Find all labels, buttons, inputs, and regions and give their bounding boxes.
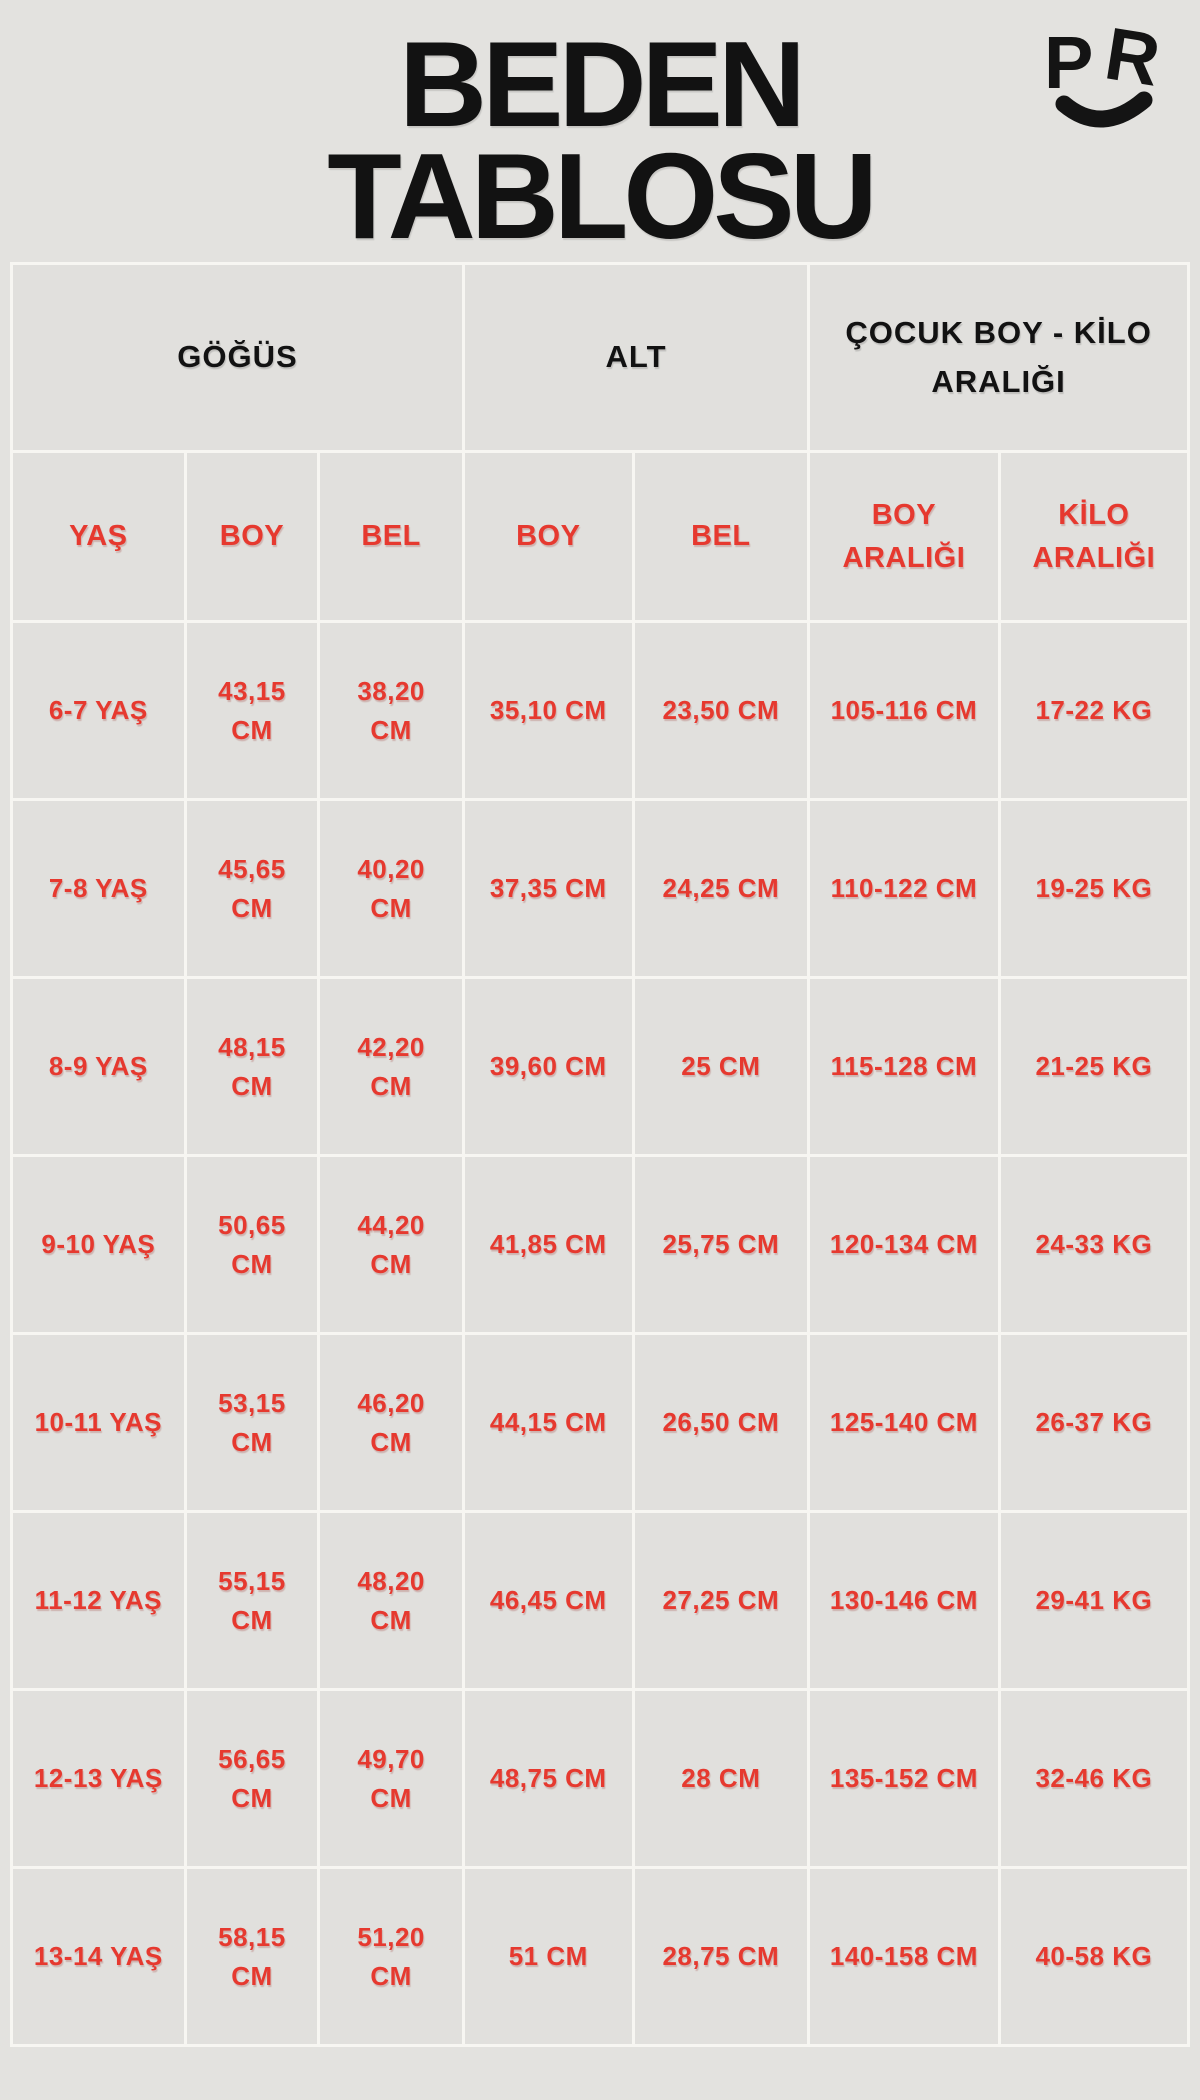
- table-row: 10-11 YAŞ 53,15 CM 46,20 CM 44,15 CM 26,50 C…: [10, 1332, 1191, 1513]
- header: BEDEN TABLOSU P R: [0, 0, 1200, 262]
- group-header-row: GÖĞÜS ALT ÇOCUK BOY - KİLO ARALIĞI: [10, 262, 1190, 453]
- table-cell: 41,85 CM: [461, 1154, 635, 1335]
- size-table: GÖĞÜS ALT ÇOCUK BOY - KİLO ARALIĞI YAŞ B…: [10, 262, 1191, 2047]
- table-row: 7-8 YAŞ 45,65 CM 40,20 CM 37,35 CM 24,25 CM 1…: [10, 798, 1191, 979]
- table-cell: 56,65 CM: [183, 1688, 321, 1869]
- smile-arc-icon: [1055, 91, 1153, 128]
- table-cell: 140-158 CM: [807, 1866, 1001, 2047]
- table-cell: 58,15 CM: [183, 1866, 321, 2047]
- table-cell: 130-146 CM: [807, 1510, 1001, 1691]
- table-row: 6-7 YAŞ 43,15 CM 38,20 CM 35,10 CM 23,50 CM 1…: [10, 620, 1191, 801]
- table-cell: 38,20 CM: [317, 620, 465, 801]
- column-header-kilo-araligi: KİLO ARALIĞI: [997, 450, 1191, 623]
- page-title: BEDEN TABLOSU: [0, 0, 1200, 265]
- brand-logo: P R: [1022, 11, 1182, 152]
- table-cell: 45,65 CM: [183, 798, 321, 979]
- table-cell: 28 CM: [631, 1688, 811, 1869]
- logo-letter-p: P: [1044, 21, 1093, 104]
- page-title-line1: BEDEN: [398, 16, 806, 152]
- table-cell: 50,65 CM: [183, 1154, 321, 1335]
- column-header-gogus-boy: BOY: [183, 450, 321, 623]
- table-cell: 35,10 CM: [461, 620, 635, 801]
- table-cell: 23,50 CM: [631, 620, 811, 801]
- table-cell: 120-134 CM: [807, 1154, 1001, 1335]
- table-cell: 29-41 KG: [997, 1510, 1191, 1691]
- table-cell: 125-140 CM: [807, 1332, 1001, 1513]
- table-row: 8-9 YAŞ 48,15 CM 42,20 CM 39,60 CM 25 CM 115-…: [10, 976, 1191, 1157]
- column-header-row: YAŞ BOY BEL BOY BEL BOY ARALIĞI KİLO ARA…: [10, 450, 1191, 623]
- page-title-line2: TABLOSU: [327, 128, 878, 265]
- column-header-gogus-bel: BEL: [317, 450, 465, 623]
- table-cell: 39,60 CM: [461, 976, 635, 1157]
- table-row: 12-13 YAŞ 56,65 CM 49,70 CM 48,75 CM 28 CM 13…: [10, 1688, 1191, 1869]
- table-cell: 48,20 CM: [317, 1510, 465, 1691]
- table-cell: 26-37 KG: [997, 1332, 1191, 1513]
- table-cell: 46,45 CM: [461, 1510, 635, 1691]
- group-header-alt: ALT: [461, 262, 811, 453]
- table-cell: 27,25 CM: [631, 1510, 811, 1691]
- table-cell: 49,70 CM: [317, 1688, 465, 1869]
- table-cell: 44,15 CM: [461, 1332, 635, 1513]
- table-cell: 25,75 CM: [631, 1154, 811, 1335]
- table-cell: 51,20 CM: [317, 1866, 465, 2047]
- table-cell: 32-46 KG: [997, 1688, 1191, 1869]
- table-cell: 24,25 CM: [631, 798, 811, 979]
- table-cell: 55,15 CM: [183, 1510, 321, 1691]
- table-cell: 12-13 YAŞ: [10, 1688, 187, 1869]
- table-cell: 53,15 CM: [183, 1332, 321, 1513]
- table-cell: 42,20 CM: [317, 976, 465, 1157]
- table-cell: 110-122 CM: [807, 798, 1001, 979]
- table-cell: 6-7 YAŞ: [10, 620, 187, 801]
- table-cell: 44,20 CM: [317, 1154, 465, 1335]
- table-body: 6-7 YAŞ 43,15 CM 38,20 CM 35,10 CM 23,50 CM 1…: [10, 620, 1191, 2047]
- column-header-boy-araligi: BOY ARALIĞI: [807, 450, 1001, 623]
- table-cell: 21-25 KG: [997, 976, 1191, 1157]
- table-cell: 135-152 CM: [807, 1688, 1001, 1869]
- table-cell: 19-25 KG: [997, 798, 1191, 979]
- table-cell: 26,50 CM: [631, 1332, 811, 1513]
- table-cell: 37,35 CM: [461, 798, 635, 979]
- table-cell: 40,20 CM: [317, 798, 465, 979]
- logo-letter-r: R: [1100, 16, 1166, 102]
- column-header-alt-bel: BEL: [631, 450, 811, 623]
- table-cell: 11-12 YAŞ: [10, 1510, 187, 1691]
- table-row: 13-14 YAŞ 58,15 CM 51,20 CM 51 CM 28,75 CM 14…: [10, 1866, 1191, 2047]
- table-cell: 46,20 CM: [317, 1332, 465, 1513]
- table-cell: 105-116 CM: [807, 620, 1001, 801]
- table-cell: 43,15 CM: [183, 620, 321, 801]
- table-cell: 28,75 CM: [631, 1866, 811, 2047]
- table-cell: 24-33 KG: [997, 1154, 1191, 1335]
- table-row: 11-12 YAŞ 55,15 CM 48,20 CM 46,45 CM 27,25 C…: [10, 1510, 1191, 1691]
- table-row: 9-10 YAŞ 50,65 CM 44,20 CM 41,85 CM 25,75 CM…: [10, 1154, 1191, 1335]
- table-cell: 8-9 YAŞ: [10, 976, 187, 1157]
- table-cell: 13-14 YAŞ: [10, 1866, 187, 2047]
- column-header-yas: YAŞ: [10, 450, 187, 623]
- table-cell: 48,75 CM: [461, 1688, 635, 1869]
- group-header-cocuk-boy-kilo: ÇOCUK BOY - KİLO ARALIĞI: [807, 262, 1190, 453]
- brand-logo-icon: P R: [1044, 11, 1166, 128]
- table-cell: 9-10 YAŞ: [10, 1154, 187, 1335]
- table-cell: 10-11 YAŞ: [10, 1332, 187, 1513]
- table-cell: 25 CM: [631, 976, 811, 1157]
- group-header-gogus: GÖĞÜS: [10, 262, 465, 453]
- table-cell: 48,15 CM: [183, 976, 321, 1157]
- table-cell: 51 CM: [461, 1866, 635, 2047]
- column-header-alt-boy: BOY: [461, 450, 635, 623]
- table-cell: 115-128 CM: [807, 976, 1001, 1157]
- table-cell: 17-22 KG: [997, 620, 1191, 801]
- table-cell: 7-8 YAŞ: [10, 798, 187, 979]
- table-cell: 40-58 KG: [997, 1866, 1191, 2047]
